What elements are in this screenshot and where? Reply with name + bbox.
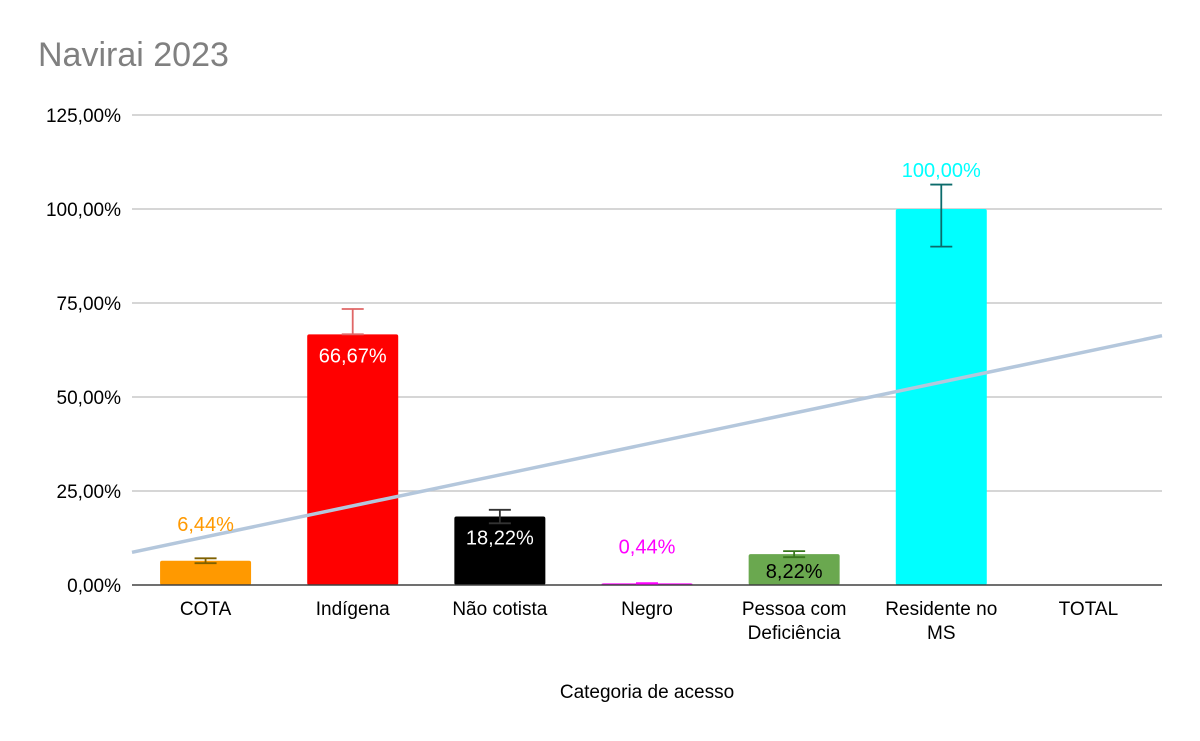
x-tick-label: Pessoa com xyxy=(742,599,847,620)
x-tick-label: Indígena xyxy=(316,599,390,620)
y-tick-label: 25,00% xyxy=(57,482,122,503)
x-tick-label: COTA xyxy=(180,599,232,620)
y-tick-label: 75,00% xyxy=(57,294,122,315)
data-label: 66,67% xyxy=(319,345,387,367)
bar[interactable] xyxy=(748,554,840,585)
y-tick-label: 125,00% xyxy=(46,106,121,127)
data-label: 0,44% xyxy=(619,536,676,558)
trendline xyxy=(131,333,1163,555)
y-tick-label: 50,00% xyxy=(57,388,122,409)
x-tick-label: Não cotista xyxy=(452,599,547,620)
data-label: 100,00% xyxy=(902,160,981,182)
data-label: 8,22% xyxy=(766,561,823,583)
chart-title: Navirai 2023 xyxy=(38,36,229,74)
data-label: 6,44% xyxy=(177,514,234,536)
data-label: 18,22% xyxy=(466,527,534,549)
bar[interactable] xyxy=(307,334,399,585)
x-tick-label: Deficiência xyxy=(748,623,841,644)
bar[interactable] xyxy=(160,560,252,585)
x-tick-label: TOTAL xyxy=(1059,599,1118,620)
x-tick-label: Residente no xyxy=(885,599,997,620)
bar[interactable] xyxy=(454,516,546,585)
x-tick-label: Negro xyxy=(621,599,673,620)
y-tick-label: 0,00% xyxy=(67,576,121,597)
y-tick-label: 100,00% xyxy=(46,200,121,221)
bar[interactable] xyxy=(895,209,987,585)
x-axis-title: Categoria de acesso xyxy=(560,682,734,703)
x-tick-label: MS xyxy=(927,623,956,644)
